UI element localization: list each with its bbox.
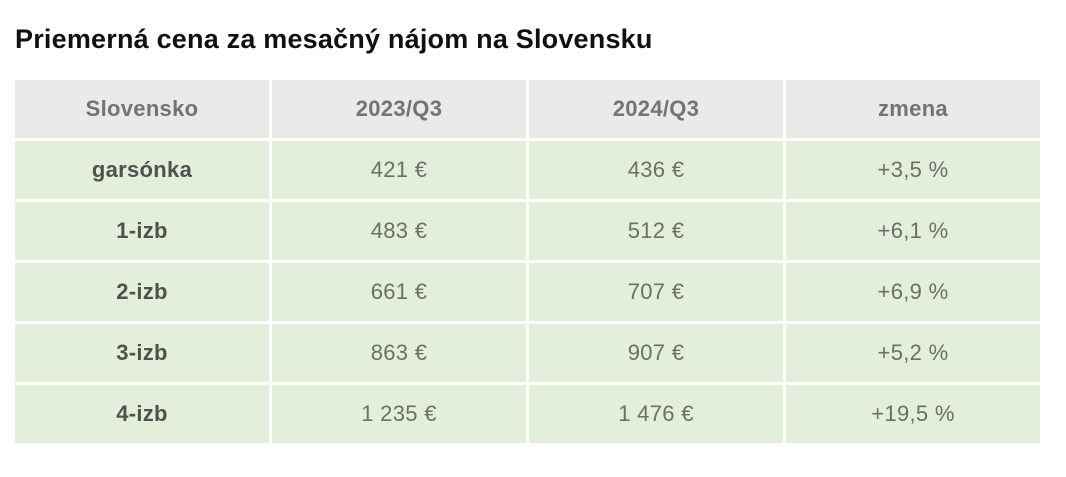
column-header-region: Slovensko bbox=[15, 80, 269, 139]
value-2024q3: 512 € bbox=[529, 202, 783, 261]
row-label: 4-izb bbox=[15, 385, 269, 444]
value-change: +6,9 % bbox=[786, 263, 1040, 322]
page: Priemerná cena za mesačný nájom na Slove… bbox=[15, 24, 1040, 444]
rent-price-table: Slovensko 2023/Q3 2024/Q3 zmena garsónka… bbox=[15, 80, 1040, 444]
row-label: 3-izb bbox=[15, 324, 269, 383]
value-change: +5,2 % bbox=[786, 324, 1040, 383]
value-change: +3,5 % bbox=[786, 141, 1040, 200]
row-label: garsónka bbox=[15, 141, 269, 200]
value-2023q3: 1 235 € bbox=[272, 385, 526, 444]
column-header-2024q3: 2024/Q3 bbox=[529, 80, 783, 139]
value-2024q3: 707 € bbox=[529, 263, 783, 322]
page-title: Priemerná cena za mesačný nájom na Slove… bbox=[15, 24, 653, 54]
column-header-change: zmena bbox=[786, 80, 1040, 139]
value-2023q3: 863 € bbox=[272, 324, 526, 383]
value-2024q3: 1 476 € bbox=[529, 385, 783, 444]
value-2023q3: 483 € bbox=[272, 202, 526, 261]
value-2023q3: 421 € bbox=[272, 141, 526, 200]
row-label: 2-izb bbox=[15, 263, 269, 322]
column-header-2023q3: 2023/Q3 bbox=[272, 80, 526, 139]
value-2023q3: 661 € bbox=[272, 263, 526, 322]
value-2024q3: 907 € bbox=[529, 324, 783, 383]
value-change: +19,5 % bbox=[786, 385, 1040, 444]
value-change: +6,1 % bbox=[786, 202, 1040, 261]
row-label: 1-izb bbox=[15, 202, 269, 261]
value-2024q3: 436 € bbox=[529, 141, 783, 200]
